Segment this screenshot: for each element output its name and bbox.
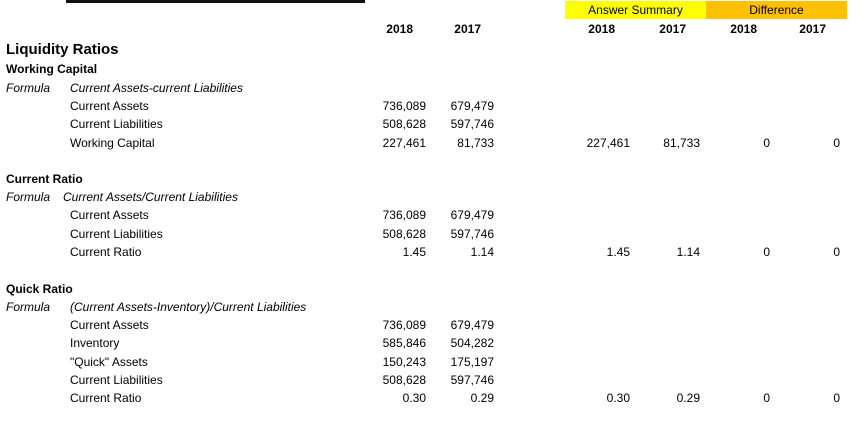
cell-2017: 1.14 (470, 245, 494, 259)
row-label: "Quick" Assets (70, 355, 148, 369)
col-header-2018: 2018 (386, 22, 413, 36)
cell-2017: 597,746 (450, 117, 494, 131)
cell-2017: 0.29 (470, 391, 494, 405)
section-title: Current Ratio (6, 172, 83, 186)
formula-text: Current Assets-current Liabilities (70, 81, 243, 95)
cell-2018: 736,089 (382, 208, 426, 222)
cell-2017: 597,746 (450, 373, 494, 387)
summary-cell-2017: 81,733 (663, 136, 700, 150)
cell-2017: 81,733 (457, 136, 494, 150)
difference-cell-2017: 0 (833, 136, 840, 150)
top-border-bar (66, 0, 365, 3)
summary-cell-2018: 227,461 (586, 136, 630, 150)
summary-header-2018: 2018 (588, 22, 615, 36)
cell-2017: 679,479 (450, 318, 494, 332)
difference-header-2018: 2018 (730, 22, 757, 36)
answer-summary-header: Answer Summary (588, 3, 683, 17)
summary-cell-2017: 1.14 (676, 245, 700, 259)
difference-cell-2017: 0 (833, 391, 840, 405)
difference-band (706, 1, 847, 19)
cell-2018: 0.30 (402, 391, 426, 405)
cell-2018: 1.45 (402, 245, 426, 259)
section-title: Working Capital (6, 62, 98, 76)
cell-2018: 736,089 (382, 318, 426, 332)
answer-summary-band (565, 1, 706, 19)
formula-text: Current Assets/Current Liabilities (63, 190, 238, 204)
cell-2017: 504,282 (450, 336, 494, 350)
cell-2017: 679,479 (450, 208, 494, 222)
cell-2018: 508,628 (382, 373, 426, 387)
row-label: Working Capital (70, 136, 155, 150)
row-label: Current Assets (70, 99, 149, 113)
cell-2018: 736,089 (382, 99, 426, 113)
section-title: Quick Ratio (6, 282, 73, 296)
cell-2018: 227,461 (382, 136, 426, 150)
row-label: Current Assets (70, 318, 149, 332)
difference-cell-2018: 0 (763, 391, 770, 405)
cell-2018: 508,628 (382, 117, 426, 131)
formula-label: Formula (6, 190, 51, 204)
col-header-2017: 2017 (454, 22, 481, 36)
row-label: Current Liabilities (70, 227, 163, 241)
row-label: Current Liabilities (70, 373, 163, 387)
summary-header-2017: 2017 (659, 22, 686, 36)
cell-2018: 508,628 (382, 227, 426, 241)
difference-cell-2018: 0 (763, 245, 770, 259)
row-label: Current Assets (70, 208, 149, 222)
formula-label: Formula (6, 300, 51, 314)
row-label: Current Ratio (70, 245, 142, 259)
row-label: Current Liabilities (70, 117, 163, 131)
cell-2018: 585,846 (382, 336, 426, 350)
summary-cell-2018: 0.30 (606, 391, 630, 405)
summary-cell-2017: 0.29 (676, 391, 700, 405)
difference-header: Difference (749, 3, 804, 17)
row-label: Current Ratio (70, 391, 142, 405)
difference-cell-2017: 0 (833, 245, 840, 259)
formula-text: (Current Assets-Inventory)/Current Liabi… (70, 300, 307, 314)
formula-label: Formula (6, 81, 51, 95)
page-title: Liquidity Ratios (6, 41, 119, 58)
summary-cell-2018: 1.45 (606, 245, 630, 259)
difference-cell-2018: 0 (763, 136, 770, 150)
row-label: Inventory (70, 336, 120, 350)
cell-2018: 150,243 (382, 355, 426, 369)
cell-2017: 175,197 (450, 355, 494, 369)
cell-2017: 597,746 (450, 227, 494, 241)
difference-header-2017: 2017 (799, 22, 826, 36)
cell-2017: 679,479 (450, 99, 494, 113)
